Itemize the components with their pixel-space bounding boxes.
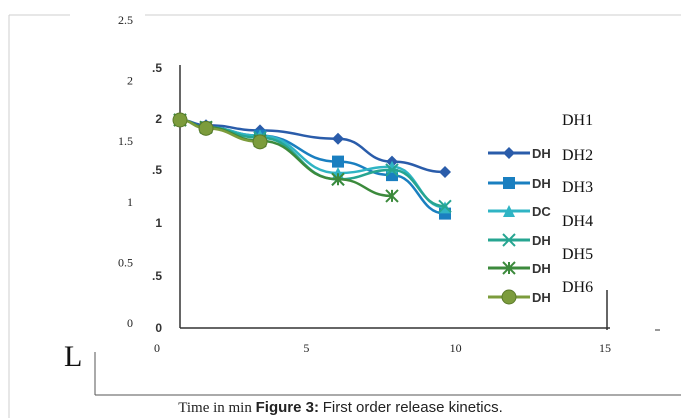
triangle-marker — [503, 205, 515, 217]
inner-y-tick-label: .5 — [152, 163, 162, 177]
legend-label: DH3 — [562, 179, 593, 196]
y-tick-label: 1.5 — [118, 134, 133, 148]
circle-marker — [172, 112, 188, 128]
square-marker — [332, 155, 344, 168]
axes — [179, 65, 610, 329]
legend-cut-label: DH — [532, 261, 551, 276]
x-marker — [502, 233, 516, 247]
legend-entry: DH DH6 — [488, 279, 593, 305]
figure-label: Figure 3: — [255, 399, 319, 416]
circle-marker — [501, 289, 517, 305]
legend-cut-label: DH — [532, 290, 551, 305]
diamond-marker — [332, 132, 344, 145]
x-marker — [438, 199, 452, 214]
x-tick-label: 0 — [154, 341, 160, 355]
legend-label: DH4 — [562, 213, 593, 230]
star-marker — [331, 172, 345, 186]
diamond-marker — [439, 166, 451, 178]
plot-border — [94, 352, 681, 396]
star-marker — [502, 261, 516, 275]
series-DH1 — [174, 114, 451, 178]
legend-entry: DH DH4 — [488, 213, 593, 248]
legend-entry: DC DH3 — [488, 179, 593, 219]
inner-y-tick-label: 2 — [155, 112, 162, 126]
diamond-marker — [503, 147, 515, 159]
y-axis-label: L — [64, 340, 82, 373]
inner-y-tick-label: .5 — [152, 61, 162, 75]
series-layer — [172, 112, 452, 220]
legend-entry: DH DH5 — [488, 246, 593, 276]
x-tick-label: 15 — [599, 341, 611, 355]
figure-caption: Time in min Figure 3: First order releas… — [0, 399, 681, 417]
inner-y-tick-label: 1 — [155, 216, 162, 230]
legend-entry: DH DH1 — [488, 112, 593, 161]
y-tick-label: 2 — [127, 74, 133, 88]
legend: DH DH1 DH DH2 DC DH3 DH DH4 DH DH5 DH DH6 — [488, 112, 593, 305]
inner-tick-labels: 0 .5 1 .5 2 .5 — [152, 61, 162, 335]
y-tick-label: 0 — [127, 316, 133, 330]
y-tick-label: 0.5 — [118, 255, 133, 269]
legend-entry: DH DH2 — [488, 147, 593, 191]
caption-prefix: Time in min — [178, 400, 252, 416]
x-tick-label: 10 — [450, 341, 462, 355]
legend-label: DH5 — [562, 246, 593, 263]
x-tick-label: 5 — [303, 341, 309, 355]
legend-label: DH1 — [562, 112, 593, 129]
legend-cut-label: DH — [532, 233, 551, 248]
y-tick-label: 2.5 — [118, 13, 133, 27]
inner-y-tick-label: .5 — [152, 269, 162, 283]
circle-marker — [252, 134, 268, 150]
legend-cut-label: DH — [532, 176, 551, 191]
circle-marker — [198, 120, 214, 136]
star-marker — [385, 189, 399, 203]
outer-frame — [8, 14, 681, 418]
legend-label: DH6 — [562, 279, 593, 296]
x-marker — [385, 163, 399, 177]
legend-cut-label: DH — [532, 146, 551, 161]
inner-y-tick-label: 0 — [155, 321, 162, 335]
figure-title: First order release kinetics. — [322, 399, 503, 416]
y-tick-label: 1 — [127, 195, 133, 209]
legend-cut-label: DC — [532, 204, 551, 219]
series-DH6 — [172, 112, 268, 150]
legend-label: DH2 — [562, 147, 593, 164]
square-marker — [503, 177, 515, 189]
